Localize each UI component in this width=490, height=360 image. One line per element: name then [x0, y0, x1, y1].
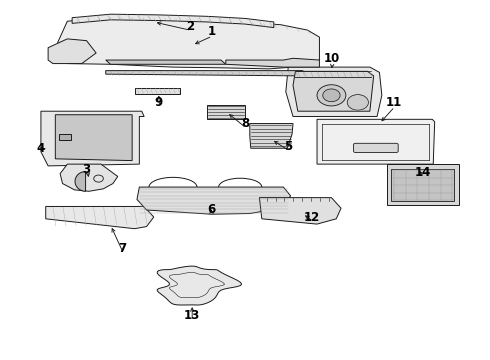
Polygon shape: [72, 14, 274, 28]
Polygon shape: [106, 60, 226, 64]
Polygon shape: [106, 71, 307, 76]
FancyBboxPatch shape: [353, 143, 398, 153]
Text: 13: 13: [184, 309, 200, 322]
Polygon shape: [207, 105, 245, 119]
Polygon shape: [58, 17, 319, 69]
Circle shape: [317, 85, 346, 106]
Polygon shape: [137, 187, 291, 214]
Circle shape: [347, 95, 368, 110]
Polygon shape: [46, 207, 154, 229]
FancyBboxPatch shape: [59, 134, 71, 140]
Polygon shape: [226, 58, 319, 67]
Text: 10: 10: [323, 52, 340, 65]
Text: 1: 1: [207, 25, 216, 38]
Text: 9: 9: [154, 96, 163, 109]
Text: 3: 3: [82, 163, 91, 176]
Polygon shape: [259, 198, 341, 224]
Text: 7: 7: [119, 242, 126, 255]
Polygon shape: [293, 71, 374, 111]
FancyBboxPatch shape: [392, 170, 454, 201]
Polygon shape: [48, 39, 96, 64]
Polygon shape: [250, 123, 293, 148]
Polygon shape: [157, 266, 242, 305]
Text: 12: 12: [304, 211, 320, 224]
Text: 6: 6: [207, 203, 216, 216]
Text: 5: 5: [284, 140, 293, 153]
Polygon shape: [317, 119, 435, 164]
Circle shape: [323, 89, 340, 102]
Text: 8: 8: [241, 117, 249, 130]
Polygon shape: [75, 171, 86, 191]
Polygon shape: [286, 67, 382, 117]
Text: 4: 4: [37, 142, 45, 155]
Text: 14: 14: [415, 166, 431, 179]
Polygon shape: [55, 115, 132, 161]
Text: 11: 11: [386, 96, 402, 109]
Polygon shape: [60, 164, 118, 191]
Text: 2: 2: [186, 20, 194, 33]
Polygon shape: [41, 111, 144, 166]
Polygon shape: [135, 88, 180, 94]
Polygon shape: [387, 164, 459, 205]
